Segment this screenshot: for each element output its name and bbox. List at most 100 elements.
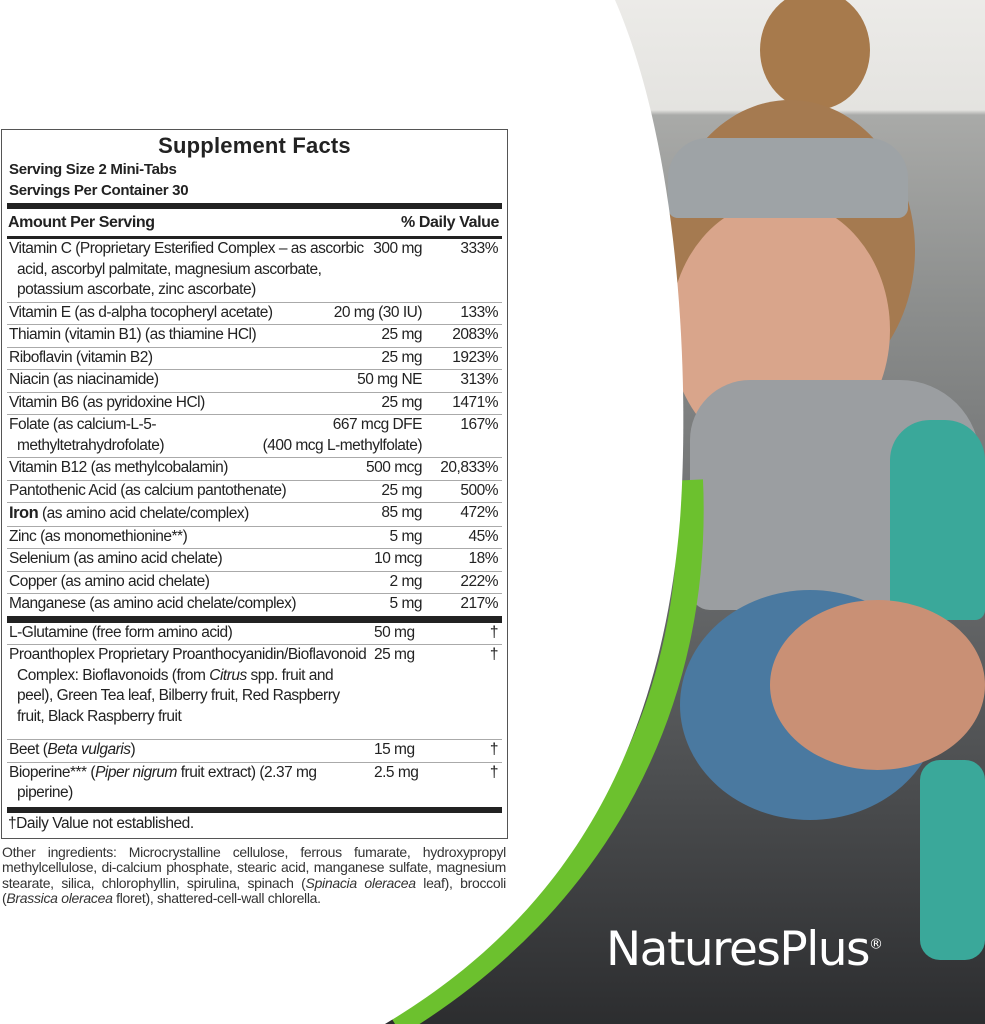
divider-thick: [7, 806, 502, 813]
text-segment: Bioperine*** (: [9, 763, 96, 781]
nutrient-name: Manganese (as amino acid chelate/complex…: [7, 594, 384, 615]
nutrient-amount: 25 mg: [381, 393, 422, 411]
nutrient-amount: 500 mcg: [366, 459, 422, 476]
other-ingredients: Other ingredients: Microcrystalline cell…: [1, 843, 506, 907]
nutrient-row: Copper (as amino acid chelate) 2 mg 222%: [7, 572, 502, 594]
text-segment: ): [130, 741, 136, 758]
nutrient-daily-value: †: [489, 623, 499, 641]
registered-mark: ®: [869, 936, 883, 953]
text-segment: Manganese (as amino acid chelate/complex…: [9, 595, 297, 612]
nutrient-daily-value: 313%: [460, 371, 498, 388]
nutrient-amount: 85 mg: [381, 504, 422, 521]
nutrient-daily-value: 500%: [460, 481, 498, 499]
text-segment: Vitamin B12 (as methylcobalamin): [9, 459, 228, 476]
supplement-facts-panel: Supplement Facts Serving Size 2 Mini-Tab…: [1, 129, 508, 839]
other-nutrients-list: L-Glutamine (free form amino acid) 50 mg †…: [7, 623, 502, 805]
nutrient-name: Bioperine*** (Piper nigrum fruit extract…: [7, 763, 368, 804]
daily-value-header: % Daily Value: [401, 214, 499, 231]
nutrient-name: Zinc (as monomethionine**): [7, 527, 384, 548]
text-segment: Iron: [9, 504, 39, 522]
nutrient-daily-value: 2083%: [452, 326, 498, 343]
nutrient-daily-value: 18%: [468, 550, 498, 567]
nutrient-row: L-Glutamine (free form amino acid) 50 mg †: [7, 623, 502, 645]
nutrient-amount: 15 mg: [374, 741, 415, 758]
text-segment: Brassica oleracea: [6, 890, 113, 906]
hands: [770, 600, 985, 770]
nutrient-name: Selenium (as amino acid chelate): [7, 549, 368, 570]
footnote: †Daily Value not established.: [8, 814, 194, 832]
nutrient-name: Folate (as calcium-L-5-methyltetrahydrof…: [7, 415, 257, 456]
text-segment: Zinc (as monomethionine**): [9, 527, 188, 545]
nutrient-row: Vitamin E (as d-alpha tocopheryl acetate…: [7, 303, 502, 325]
amount-per-serving-header: Amount Per Serving: [8, 214, 155, 231]
nutrient-amount: 667 mcg DFE (400 mcg L-methylfolate): [262, 416, 423, 454]
nutrient-name: Niacin (as niacinamide): [7, 370, 351, 391]
nutrient-name: Thiamin (vitamin B1) (as thiamine HCl): [7, 325, 375, 346]
nutrient-row: Zinc (as monomethionine**) 5 mg 45%: [7, 527, 502, 549]
nutrient-amount: 5 mg: [389, 527, 423, 545]
text-segment: Spinacia oleracea: [305, 874, 416, 891]
nutrient-daily-value: †: [489, 646, 499, 663]
nutrient-amount: 50 mg NE: [357, 371, 422, 388]
nutrient-daily-value: 222%: [460, 572, 498, 590]
nutrient-amount: 2 mg: [389, 572, 423, 590]
vitamins-minerals-list: Vitamin C (Proprietary Esterified Comple…: [7, 239, 502, 616]
divider-medium: [7, 236, 502, 239]
second-shoe: [920, 760, 985, 960]
nutrient-daily-value: †: [489, 763, 499, 781]
text-segment: floret), shattered-cell-wall chlorella.: [112, 890, 321, 906]
nutrient-row: Pantothenic Acid (as calcium pantothenat…: [7, 481, 502, 503]
nutrient-row: Vitamin B6 (as pyridoxine HCl) 25 mg 1471%: [7, 393, 502, 415]
text-segment: Thiamin (vitamin B1) (as thiamine HCl): [9, 326, 257, 343]
text-segment: Vitamin B6 (as pyridoxine HCl): [9, 393, 205, 411]
nutrient-daily-value: 45%: [468, 527, 498, 545]
nutrient-name: Iron (as amino acid chelate/complex): [7, 503, 375, 525]
nutrient-amount: 25 mg: [381, 481, 422, 499]
nutrient-amount: 5 mg: [389, 595, 423, 612]
text-segment: Citrus: [209, 666, 247, 684]
nutrient-amount: 300 mg: [373, 240, 422, 257]
text-segment: Selenium (as amino acid chelate): [9, 550, 223, 567]
text-segment: Beta vulgaris: [47, 741, 131, 758]
text-segment: (as amino acid chelate/complex): [38, 505, 249, 522]
table-header: Amount Per Serving % Daily Value: [7, 209, 502, 236]
label-column: Supplement Facts Serving Size 2 Mini-Tab…: [1, 129, 508, 907]
text-segment: leaf), broccoli (: [2, 874, 506, 906]
servings-per-container: Servings Per Container 30: [9, 182, 189, 199]
nutrient-amount: 50 mg: [374, 623, 415, 641]
nutrient-amount: 25 mg: [381, 326, 422, 343]
nutrient-amount: 2.5 mg: [374, 763, 419, 781]
nutrient-daily-value: 20,833%: [440, 459, 498, 476]
text-segment: Piper nigrum: [95, 763, 177, 781]
text-segment: Pantothenic Acid (as calcium pantothenat…: [9, 481, 287, 499]
text-segment: Vitamin E (as d-alpha tocopheryl acetate…: [9, 303, 273, 321]
text-segment: Folate (as calcium-L-5-methyltetrahydrof…: [9, 416, 165, 454]
text-segment: Riboflavin (vitamin B2): [9, 348, 153, 366]
nutrient-amount: 25 mg: [381, 348, 422, 366]
green-curve-accent: [388, 479, 704, 1024]
nutrient-name: Copper (as amino acid chelate): [7, 572, 384, 593]
nutrient-row: Manganese (as amino acid chelate/complex…: [7, 594, 502, 616]
nutrient-daily-value: 133%: [460, 303, 498, 321]
nutrient-row: Proanthoplex Proprietary Proanthocyanidi…: [7, 645, 502, 740]
facts-title: Supplement Facts: [158, 133, 351, 158]
divider-thick: [7, 203, 502, 209]
text-segment: Other ingredients: Microcrystalline cell…: [2, 843, 506, 891]
nutrient-daily-value: †: [489, 741, 499, 758]
text-segment: Vitamin C (Proprietary Esterified Comple…: [9, 240, 364, 298]
nutrient-row: Selenium (as amino acid chelate) 10 mcg 18…: [7, 549, 502, 572]
text-segment: fruit extract) (2.37 mg piperine): [17, 763, 317, 802]
shoe: [890, 420, 985, 620]
nutrient-row: Folate (as calcium-L-5-methyltetrahydrof…: [7, 415, 502, 458]
nutrient-name: Beet (Beta vulgaris): [7, 740, 368, 761]
nutrient-row: Iron (as amino acid chelate/complex) 85 m…: [7, 503, 502, 527]
nutrient-name: Riboflavin (vitamin B2): [7, 348, 375, 369]
text-segment: L-Glutamine (free form amino acid): [9, 623, 233, 641]
nutrient-amount: 25 mg: [374, 646, 415, 663]
headband: [668, 138, 908, 218]
text-segment: spp. fruit and peel), Green Tea leaf, Bi…: [17, 666, 340, 725]
nutrient-name: Vitamin E (as d-alpha tocopheryl acetate…: [7, 303, 328, 324]
nutrient-daily-value: 1471%: [452, 393, 498, 411]
nutrient-amount: 20 mg (30 IU): [333, 303, 423, 321]
text-segment: Beet (: [9, 741, 48, 758]
